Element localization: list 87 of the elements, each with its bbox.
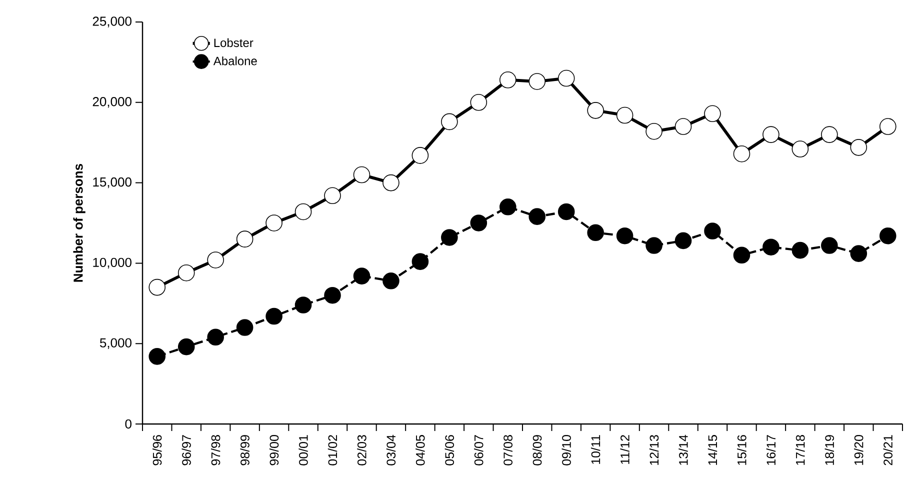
x-tick-label: 00/01 [298, 435, 308, 466]
point [762, 126, 780, 143]
point [558, 70, 575, 87]
point [792, 140, 809, 158]
y-axis-title: Number of persons [73, 164, 86, 282]
x-tick-label: 05/06 [444, 435, 454, 466]
point [528, 73, 546, 90]
x-tick-label: 11/12 [620, 435, 630, 464]
point [704, 105, 721, 122]
x-tick-label: 16/17 [766, 435, 776, 465]
point [646, 122, 662, 140]
point [412, 147, 429, 164]
x-tick-label: 10/11 [590, 435, 600, 464]
y-tick-label: 25,000 [92, 16, 132, 28]
point [207, 252, 224, 268]
point [148, 348, 166, 365]
point [733, 145, 750, 162]
legend-label: Abalone [213, 56, 257, 66]
point [441, 229, 458, 246]
point [236, 230, 254, 248]
point [646, 237, 662, 254]
point [236, 319, 254, 336]
point [382, 272, 400, 290]
point [470, 94, 488, 111]
point [821, 126, 838, 143]
x-tick-label: 09/10 [562, 435, 571, 466]
point [266, 214, 282, 232]
x-tick-label: 19/20 [854, 435, 864, 465]
point [353, 166, 370, 184]
x-tick-label: 14/15 [708, 435, 718, 465]
point [528, 208, 546, 225]
x-tick-label: 01/02 [328, 435, 338, 466]
x-tick-label: 98/99 [240, 435, 250, 466]
x-tick-label: 15/16 [737, 435, 746, 465]
x-tick-label: 99/00 [269, 435, 279, 466]
x-tick-label: 13/14 [678, 434, 688, 465]
x-tick-label: 20/21 [883, 435, 892, 466]
x-tick-label: 04/05 [416, 435, 425, 466]
x-tick-label: 96/97 [182, 435, 191, 466]
point [148, 278, 166, 296]
point [499, 71, 516, 88]
point [558, 203, 575, 220]
point [178, 264, 195, 282]
point [294, 296, 312, 314]
x-tick-label: 17/18 [796, 435, 805, 465]
x-tick-label: 12/13 [649, 435, 659, 465]
point [674, 232, 692, 250]
point [850, 245, 868, 262]
y-tick-label: 5,000 [100, 338, 132, 349]
point [850, 139, 868, 156]
point [762, 238, 780, 256]
x-tick-label: 95/96 [152, 435, 162, 466]
point [616, 227, 634, 244]
point [294, 203, 312, 220]
point [879, 227, 896, 244]
point [266, 308, 282, 325]
point [353, 268, 370, 284]
point [324, 187, 341, 204]
x-tick-label: 03/04 [386, 434, 396, 466]
point [879, 118, 896, 135]
y-tick-label: 10,000 [93, 258, 132, 269]
point [324, 286, 341, 304]
point [412, 253, 429, 270]
x-tick-label: 02/03 [357, 435, 366, 466]
y-tick-label: 0 [125, 419, 132, 429]
x-tick-label: 97/98 [210, 435, 220, 466]
point [821, 237, 838, 254]
point [178, 338, 195, 356]
y-tick-label: 20,000 [92, 97, 132, 108]
x-tick-label: 18/19 [824, 435, 834, 465]
point [441, 113, 458, 130]
point [207, 328, 224, 346]
point [704, 222, 721, 240]
point [499, 198, 516, 216]
legend-label: Lobster [214, 38, 254, 48]
point [587, 102, 604, 119]
point [616, 106, 634, 124]
x-tick-label: 08/09 [532, 435, 542, 466]
x-tick-label: 07/08 [503, 435, 512, 466]
point [733, 246, 750, 264]
point [674, 118, 692, 135]
point [792, 242, 809, 259]
x-tick-label: 06/07 [474, 435, 484, 466]
point [382, 174, 400, 192]
point [470, 214, 488, 232]
point [587, 224, 604, 242]
y-tick-label: 15,000 [93, 177, 132, 188]
